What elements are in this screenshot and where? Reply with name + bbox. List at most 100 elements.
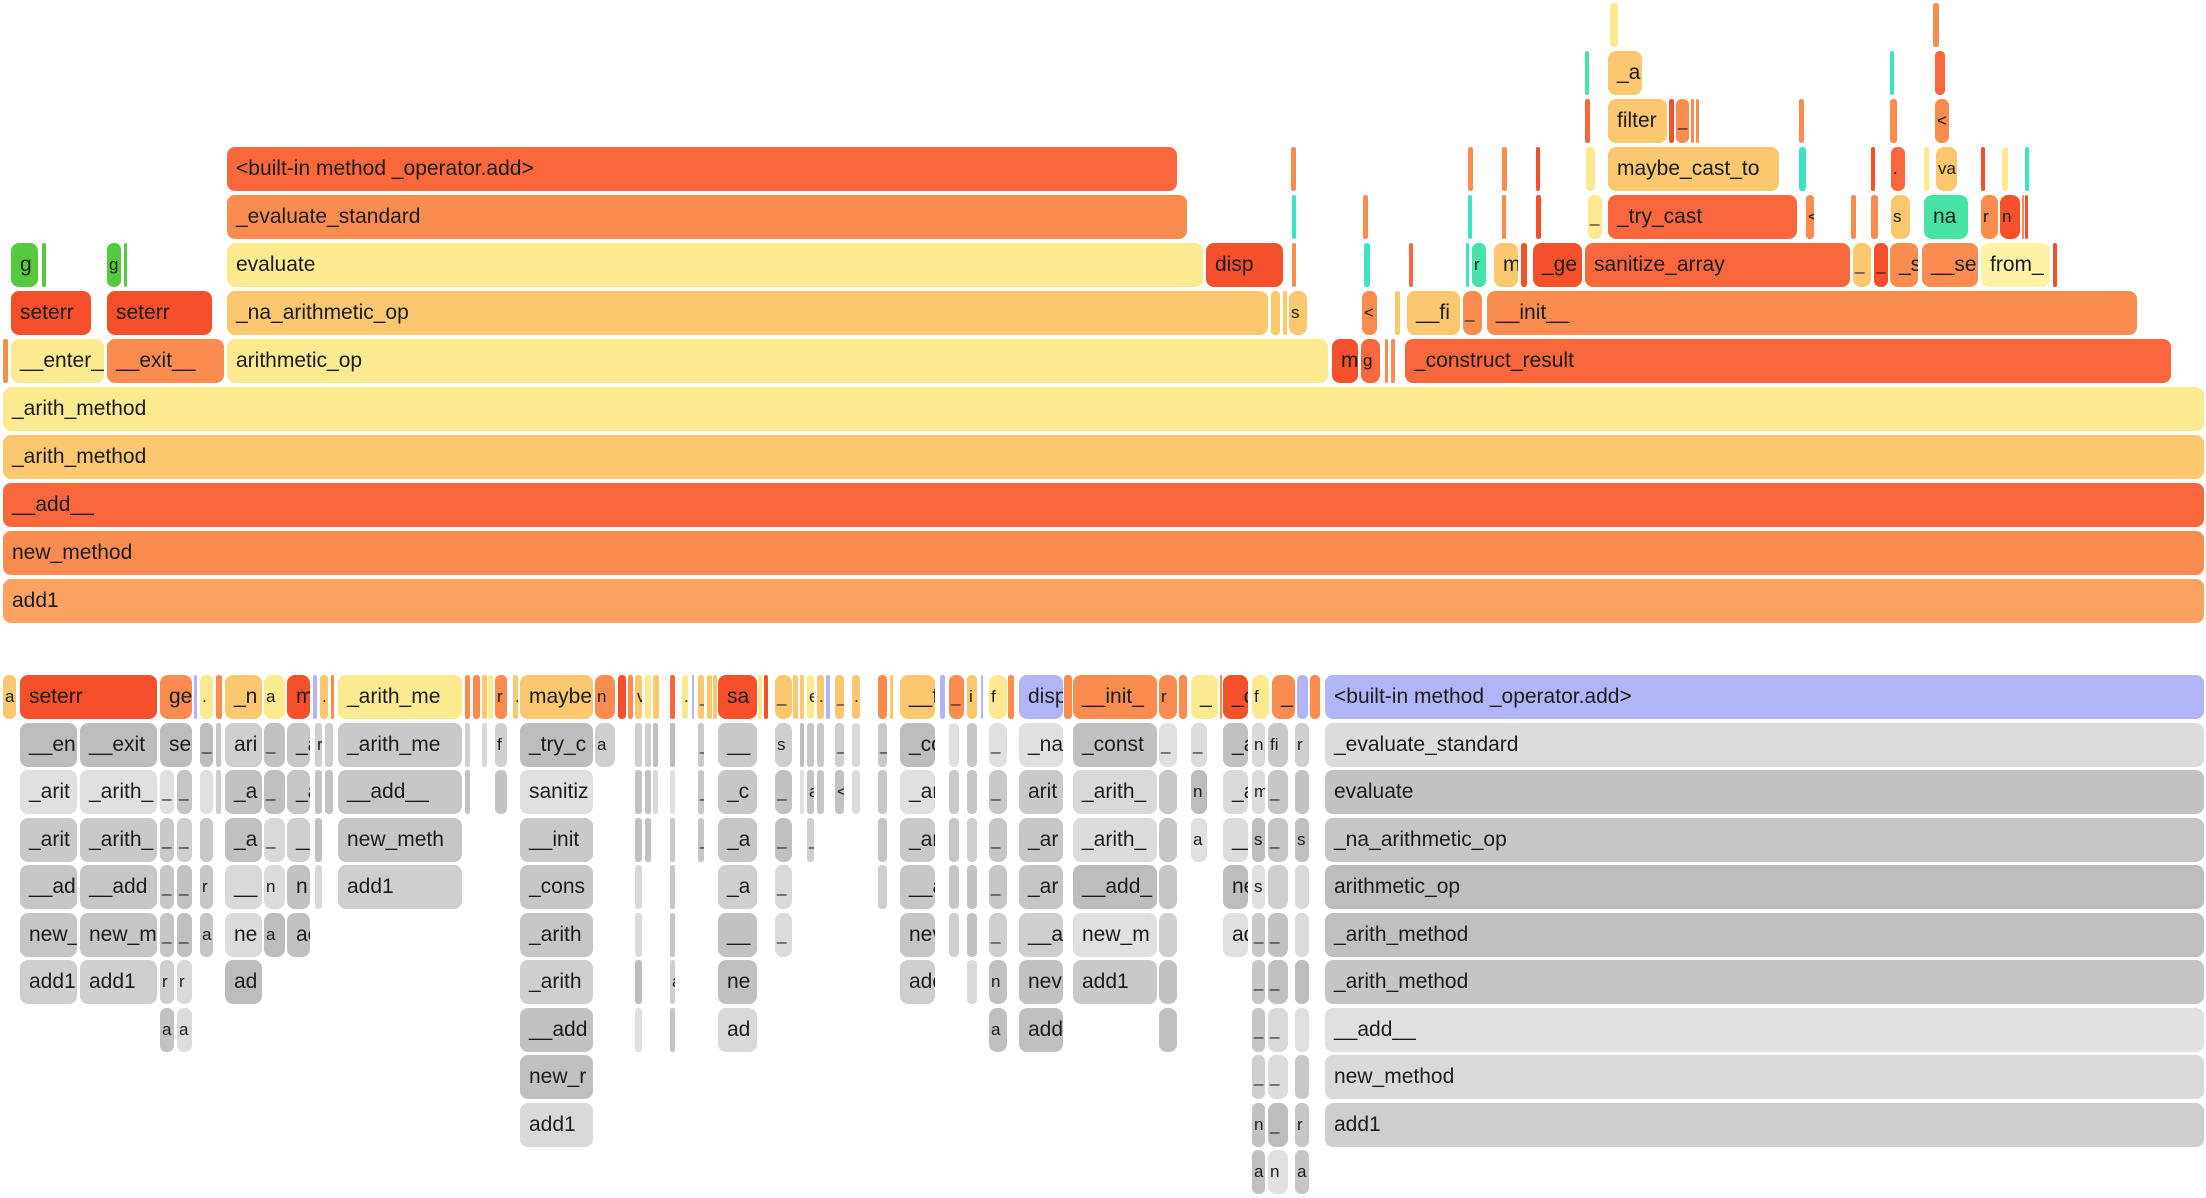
leaf-frame-sa[interactable]: sa [718, 675, 757, 719]
flame-frame-_[interactable]: _ [1676, 99, 1689, 143]
caller-frame-add1[interactable]: add1 [338, 865, 462, 909]
flame-frame-sliver[interactable] [1871, 195, 1878, 239]
caller-frame-sliver[interactable] [1159, 817, 1177, 862]
caller-frame-fi[interactable]: fi [1268, 722, 1288, 767]
caller-frame-sliver[interactable] [878, 770, 887, 814]
caller-frame-add1[interactable]: add1 [1325, 1102, 2204, 1147]
flame-frame-sliver[interactable] [1271, 291, 1280, 335]
flame-frame-arithmetic_op[interactable]: arithmetic_op [227, 339, 1328, 383]
flame-frame-_s[interactable]: _s [1890, 243, 1918, 287]
caller-frame-_[interactable]: _ [835, 722, 844, 767]
caller-frame-_a[interactable]: _a [287, 770, 310, 814]
flame-frame-s[interactable]: s [1891, 195, 1910, 239]
leaf-frame-[interactable]: . [320, 675, 328, 719]
flame-frame-[interactable]: < [1935, 99, 1949, 143]
leaf-frame-sliver[interactable] [1297, 675, 1308, 719]
flame-frame-filter[interactable]: filter [1608, 99, 1667, 143]
caller-frame-sliver[interactable] [200, 770, 213, 814]
flame-frame-__enter__[interactable]: __enter__ [11, 339, 104, 383]
flame-frame-sliver[interactable] [1871, 147, 1875, 191]
caller-frame-_cons[interactable]: _cons [520, 865, 593, 909]
caller-frame-a[interactable]: a [200, 912, 213, 957]
flame-frame-_[interactable]: _ [1588, 195, 1602, 239]
flame-frame-sliver[interactable] [1409, 243, 1413, 287]
leaf-frame-_[interactable]: _ [949, 675, 964, 719]
caller-frame-_evaluate_standard[interactable]: _evaluate_standard [1325, 722, 2204, 767]
flame-frame-[interactable]: < [1806, 195, 1814, 239]
caller-frame-_[interactable]: _ [989, 770, 1007, 814]
caller-frame-_[interactable]: _ [878, 722, 887, 767]
caller-frame-evaluate[interactable]: evaluate [1325, 770, 2204, 814]
caller-frame-sliver[interactable] [635, 1007, 642, 1052]
caller-frame-__[interactable]: __ [718, 722, 757, 767]
flame-frame-m[interactable]: m [1332, 339, 1358, 383]
flame-frame-sliver[interactable] [1851, 195, 1856, 239]
caller-frame-__add__[interactable]: __add__ [1325, 1007, 2204, 1052]
caller-frame-add1[interactable]: add1 [20, 960, 77, 1004]
flame-frame-[interactable]: . [1891, 147, 1905, 191]
caller-frame-_[interactable]: _ [698, 770, 704, 814]
caller-frame-_a[interactable]: _a [225, 817, 262, 862]
caller-frame-sliver[interactable] [967, 817, 977, 862]
caller-frame-add1[interactable]: add1 [80, 960, 157, 1004]
flame-frame-add1[interactable]: add1 [3, 579, 2204, 623]
caller-frame-_arith[interactable]: _arith [520, 912, 593, 957]
caller-frame-add[interactable]: add [1019, 1007, 1063, 1052]
caller-frame-sliver[interactable] [216, 722, 221, 767]
caller-frame-_[interactable]: _ [1191, 722, 1207, 767]
caller-frame-_arit[interactable]: _arit [20, 817, 77, 862]
leaf-frame-_n[interactable]: _n [225, 675, 262, 719]
flame-frame-maybe_cast_to[interactable]: maybe_cast_to [1608, 147, 1779, 191]
caller-frame-sliver[interactable] [852, 770, 860, 814]
caller-frame-sliver[interactable] [1295, 865, 1309, 909]
caller-frame-__a[interactable]: __a [1019, 912, 1063, 957]
caller-frame-ne[interactable]: ne [1223, 865, 1248, 909]
flame-frame-n[interactable]: n [2000, 195, 2020, 239]
caller-frame-_a[interactable]: _a [225, 770, 262, 814]
caller-frame-_[interactable]: _ [160, 770, 174, 814]
flame-frame-builtinmethod_operatoradd[interactable]: <built-in method _operator.add> [227, 147, 1177, 191]
flame-frame-sliver[interactable] [1502, 147, 1507, 191]
caller-frame-sliver[interactable] [325, 722, 333, 767]
flame-frame-_[interactable]: _ [1463, 291, 1482, 335]
caller-frame-sliver[interactable] [878, 817, 887, 862]
leaf-frame-sliver[interactable] [800, 675, 804, 719]
leaf-frame-e[interactable]: e [807, 675, 814, 719]
flame-frame-sliver[interactable] [1924, 147, 1929, 191]
caller-frame-s[interactable]: s [775, 722, 792, 767]
leaf-frame-sliver[interactable] [670, 675, 675, 719]
leaf-frame-sliver[interactable] [1310, 675, 1320, 719]
caller-frame-_[interactable]: _ [160, 912, 174, 957]
leaf-frame-__f[interactable]: __f [900, 675, 935, 719]
flame-frame-seterr[interactable]: seterr [11, 291, 91, 335]
caller-frame-a[interactable]: a [160, 1007, 174, 1052]
flame-frame-sliver[interactable] [1933, 3, 1939, 47]
caller-frame-_arith_method[interactable]: _arith_method [1325, 912, 2204, 957]
flame-frame-sliver[interactable] [1585, 99, 1590, 143]
caller-frame-_[interactable]: _ [264, 722, 285, 767]
caller-frame-__[interactable]: __ [1223, 817, 1248, 862]
caller-frame-_[interactable]: _ [1252, 1055, 1265, 1099]
caller-frame-__init[interactable]: __init [520, 817, 593, 862]
caller-frame-_[interactable]: _ [1268, 1102, 1288, 1147]
flame-frame-_try_cast[interactable]: _try_cast [1608, 195, 1797, 239]
flame-frame-_evaluate_standard[interactable]: _evaluate_standard [227, 195, 1187, 239]
caller-frame-sliver[interactable] [670, 722, 675, 767]
flame-frame-sliver[interactable] [1391, 339, 1395, 383]
flame-frame-sliver[interactable] [1669, 99, 1674, 143]
caller-frame-s[interactable]: s [1252, 817, 1265, 862]
leaf-frame-f[interactable]: f [1252, 675, 1269, 719]
caller-frame-ac[interactable]: ac [287, 912, 310, 957]
caller-frame-a[interactable]: a [989, 1007, 1007, 1052]
caller-frame-sliver[interactable] [315, 770, 322, 814]
flame-frame-sliver[interactable] [1935, 51, 1945, 95]
caller-frame-_[interactable]: _ [177, 770, 192, 814]
caller-frame-_ar[interactable]: _ar [900, 770, 935, 814]
flame-frame-sliver[interactable] [1395, 291, 1400, 335]
caller-frame-sliver[interactable] [670, 1007, 675, 1052]
flame-frame-[interactable]: < [1362, 291, 1377, 335]
caller-frame-r[interactable]: r [1295, 722, 1309, 767]
flame-frame-sliver[interactable] [1586, 147, 1595, 191]
leaf-frame-sliver[interactable] [653, 675, 659, 719]
flame-frame-from_[interactable]: from_ [1981, 243, 2050, 287]
